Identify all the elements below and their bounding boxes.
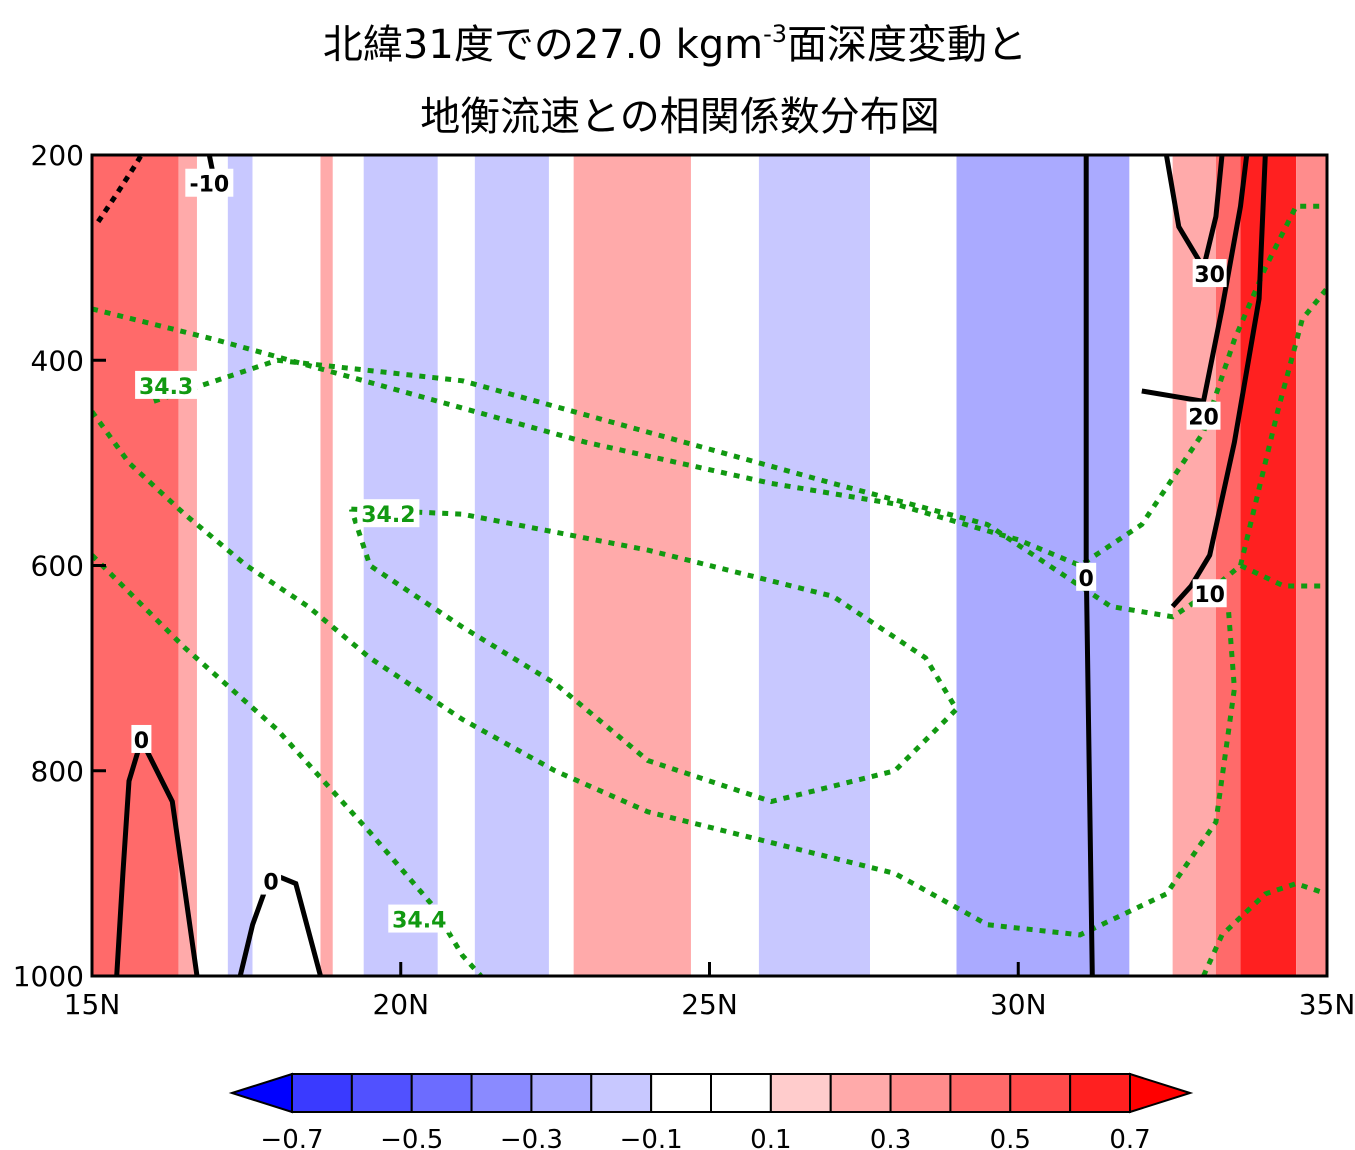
correlation-band bbox=[252, 155, 321, 976]
colorbar-tick-label: 0.5 bbox=[990, 1125, 1031, 1150]
colorbar-tick-label: −0.1 bbox=[620, 1125, 683, 1150]
contour-label-text: 34.2 bbox=[361, 503, 415, 528]
salinity-contour bbox=[92, 410, 1237, 938]
correlation-band bbox=[758, 155, 871, 976]
contour-label-text: 34.4 bbox=[392, 909, 446, 934]
salinity-contour bbox=[92, 553, 483, 976]
colorbar-box bbox=[291, 1073, 353, 1113]
velocity-contour bbox=[1141, 155, 1250, 405]
contour-label-text: 34.3 bbox=[139, 375, 193, 400]
correlation-band bbox=[196, 155, 228, 976]
y-tick-label: 800 bbox=[31, 755, 84, 788]
contour-label-text: 20 bbox=[1188, 406, 1219, 431]
colorbar-tick-label: −0.3 bbox=[500, 1125, 563, 1150]
colorbar-tick-label: 0.1 bbox=[750, 1125, 791, 1150]
correlation-band bbox=[1172, 155, 1216, 976]
correlation-band bbox=[92, 155, 179, 976]
colorbar-tick-label: −0.7 bbox=[260, 1125, 323, 1150]
velocity-label: 20 bbox=[1186, 401, 1221, 431]
colorbar-box bbox=[530, 1073, 593, 1113]
salinity-label: 34.2 bbox=[357, 499, 420, 528]
correlation-band bbox=[573, 155, 691, 976]
velocity-contour bbox=[96, 155, 144, 224]
colorbar-box bbox=[650, 1073, 713, 1113]
colorbar-box bbox=[470, 1073, 533, 1113]
velocity-label: 30 bbox=[1192, 259, 1227, 288]
correlation-band bbox=[332, 155, 364, 976]
salinity-label: 34.3 bbox=[135, 370, 198, 400]
velocity-label: -10 bbox=[185, 168, 234, 198]
colorbar-box bbox=[829, 1073, 892, 1113]
salinity-contours bbox=[92, 203, 1327, 976]
y-tick-label: 200 bbox=[31, 139, 84, 172]
x-tick-label: 15N bbox=[64, 988, 121, 1021]
y-tick-label: 400 bbox=[31, 344, 84, 377]
correlation-band bbox=[1296, 155, 1327, 976]
velocity-label: 0 bbox=[1076, 562, 1097, 592]
correlation-band bbox=[178, 155, 197, 976]
correlation-band bbox=[227, 155, 253, 976]
salinity-label: 34.4 bbox=[388, 904, 451, 934]
contour-label-text: 0 bbox=[263, 871, 278, 896]
velocity-label: 0 bbox=[131, 724, 152, 754]
chart-title-line2: 地衡流速との相関係数分布図 bbox=[420, 94, 940, 140]
correlation-band bbox=[548, 155, 574, 976]
correlation-band bbox=[1129, 155, 1173, 976]
contour-label-text: 0 bbox=[1079, 567, 1094, 592]
contour-labels: -10 0 0 0 10 20 30 34.3 34.2 34.4 bbox=[131, 168, 1227, 934]
velocity-contour bbox=[114, 733, 200, 976]
chart-title-line1: 北緯31度での27.0 kgm-3面深度変動と bbox=[323, 20, 1027, 68]
correlation-band bbox=[1215, 155, 1241, 976]
colorbar-box bbox=[710, 1073, 772, 1113]
y-tick-label: 1000 bbox=[13, 960, 84, 993]
contour-label-text: 30 bbox=[1194, 263, 1225, 288]
colorbar-extend-low bbox=[228, 1072, 293, 1114]
correlation-band bbox=[437, 155, 475, 976]
salinity-contour bbox=[1238, 286, 1327, 567]
y-tick-label: 600 bbox=[31, 550, 84, 583]
x-axis: 15N 20N 25N 30N 35N bbox=[64, 962, 1355, 1021]
colorbar-box bbox=[889, 1073, 952, 1113]
correlation-band bbox=[474, 155, 549, 976]
x-tick-label: 35N bbox=[1299, 988, 1355, 1021]
salinity-contour bbox=[1201, 880, 1327, 976]
velocity-label: 10 bbox=[1192, 579, 1227, 608]
contour-label-text: 0 bbox=[134, 729, 149, 754]
colorbar-extend-high bbox=[1129, 1072, 1194, 1114]
correlation-band bbox=[320, 155, 333, 976]
colorbar-box bbox=[350, 1073, 413, 1113]
colorbar-tick-label: 0.3 bbox=[870, 1125, 911, 1150]
colorbar-box bbox=[1009, 1073, 1072, 1113]
salinity-contour bbox=[348, 506, 960, 805]
correlation-band bbox=[956, 155, 1130, 976]
correlation-fill-bands bbox=[92, 155, 1327, 976]
velocity-contour bbox=[1170, 155, 1268, 609]
correlation-band bbox=[1240, 155, 1297, 976]
correlation-band bbox=[870, 155, 957, 976]
x-tick-label: 20N bbox=[372, 988, 429, 1021]
colorbar-box bbox=[1069, 1073, 1131, 1113]
colorbar-box bbox=[769, 1073, 832, 1113]
correlation-band bbox=[363, 155, 438, 976]
x-tick-label: 25N bbox=[681, 988, 738, 1021]
velocity-label: 0 bbox=[261, 866, 282, 896]
colorbar-tick-label: −0.5 bbox=[380, 1125, 443, 1150]
y-axis: 200 400 600 800 1000 bbox=[13, 139, 106, 993]
contour-label-text: -10 bbox=[189, 173, 229, 198]
plot-area bbox=[92, 155, 1327, 976]
colorbar-box bbox=[410, 1073, 473, 1113]
contour-label-text: 10 bbox=[1194, 583, 1225, 608]
colorbar-box bbox=[590, 1073, 653, 1113]
colorbar-box bbox=[949, 1073, 1012, 1113]
x-tick-label: 30N bbox=[990, 988, 1047, 1021]
colorbar-tick-label: 0.7 bbox=[1109, 1125, 1150, 1150]
colorbar: −0.7 −0.5 −0.3 −0.1 0.1 0.3 0.5 0.7 bbox=[228, 1072, 1194, 1150]
